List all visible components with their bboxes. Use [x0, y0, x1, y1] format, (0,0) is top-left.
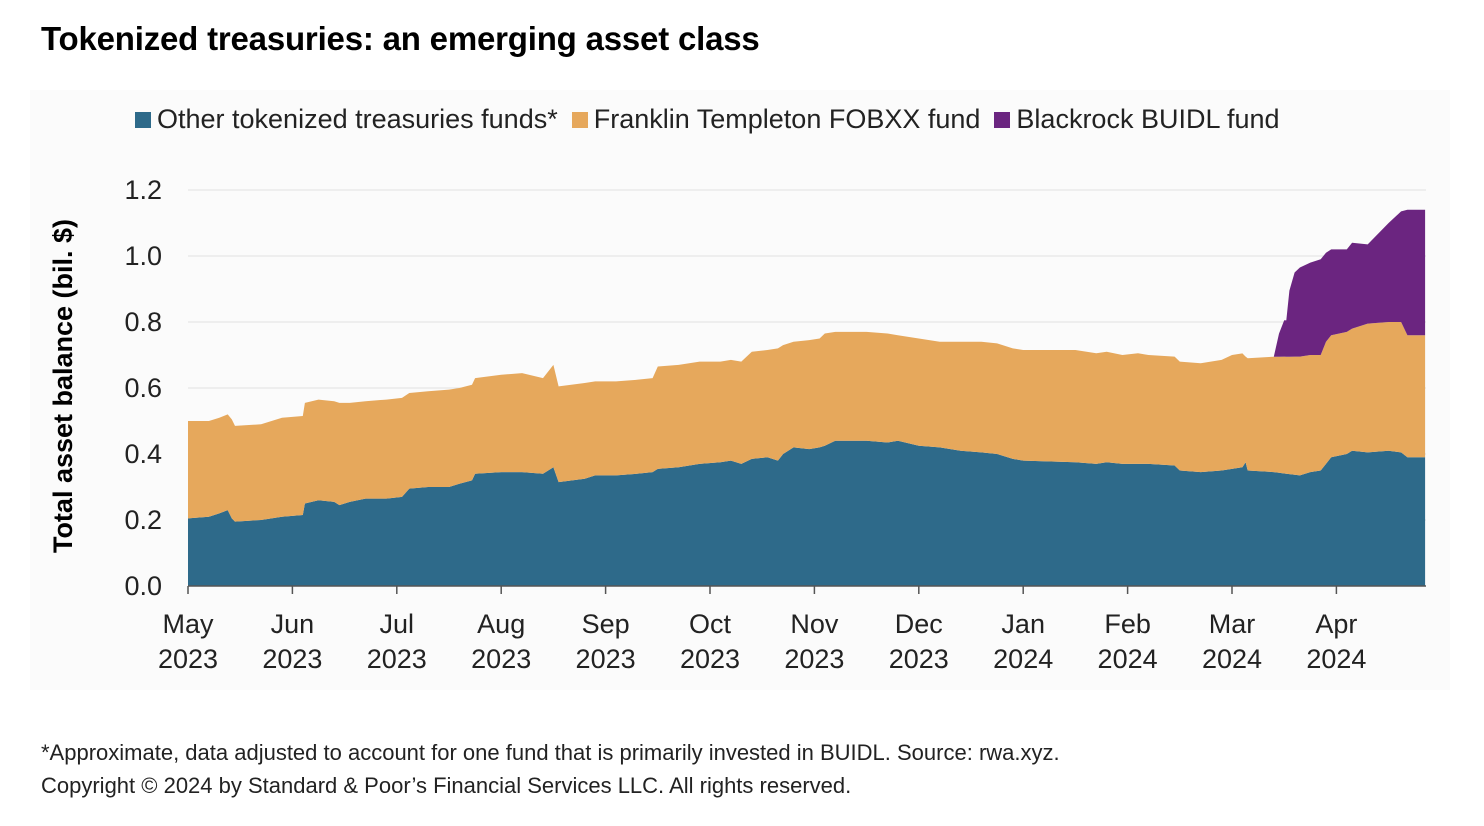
x-tick-year: 2023: [471, 644, 531, 674]
x-tick-label: Mar 2024: [1202, 609, 1262, 674]
x-tick-year: 2023: [576, 644, 636, 674]
footnote-copyright: Copyright © 2024 by Standard & Poor’s Fi…: [41, 773, 852, 798]
stacked-area-chart: 0.0 0.2 0.4 0.6 0.8 1.0 1.2 May 2023 Jun 2023 Jul 20…: [48, 175, 1426, 674]
y-tick-label: 1.0: [124, 241, 162, 271]
x-tick-label: May 2023: [158, 609, 218, 674]
x-tick-label: Nov 2023: [784, 609, 844, 674]
x-tick-month: Jan: [1001, 609, 1045, 639]
x-tick-month: Feb: [1104, 609, 1151, 639]
y-tick-label: 0.6: [124, 373, 162, 403]
x-tick-month: Jun: [271, 609, 315, 639]
x-tick-month: Sep: [582, 609, 630, 639]
x-tick-label: Jun 2023: [262, 609, 322, 674]
x-tick-year: 2024: [993, 644, 1053, 674]
x-tick-label: Feb 2024: [1098, 609, 1158, 674]
x-tick-month: Nov: [790, 609, 839, 639]
x-tick-year: 2024: [1202, 644, 1262, 674]
x-tick-year: 2024: [1098, 644, 1158, 674]
x-tick-month: Apr: [1315, 609, 1357, 639]
x-tick-year: 2023: [680, 644, 740, 674]
x-tick-month: May: [162, 609, 214, 639]
x-tick-year: 2023: [158, 644, 218, 674]
x-tick-label: Jul 2023: [367, 609, 427, 674]
legend-swatch-other: [135, 111, 151, 128]
x-tick-month: Dec: [895, 609, 943, 639]
x-tick-year: 2023: [889, 644, 949, 674]
x-tick-label: Oct 2023: [680, 609, 740, 674]
legend-label-other: Other tokenized treasuries funds*: [157, 104, 558, 134]
x-tick-month: Aug: [477, 609, 525, 639]
x-tick-month: Oct: [689, 609, 732, 639]
x-tick-year: 2023: [784, 644, 844, 674]
area-blackrock-buidl: [1247, 209, 1426, 359]
axes: 0.0 0.2 0.4 0.6 0.8 1.0 1.2 May 2023 Jun 2023 Jul 20…: [124, 175, 1426, 674]
legend-label-blackrock: Blackrock BUIDL fund: [1016, 104, 1280, 134]
y-tick-label: 0.8: [124, 307, 162, 337]
y-axis-label: Total asset balance (bil. $): [48, 219, 78, 553]
x-tick-label: Jan 2024: [993, 609, 1053, 674]
legend-item-franklin: Franklin Templeton FOBXX fund: [571, 104, 981, 135]
x-tick-month: Jul: [380, 609, 415, 639]
legend-item-other: Other tokenized treasuries funds*: [135, 104, 558, 135]
y-tick-label: 0.4: [124, 439, 162, 469]
chart-title: Tokenized treasuries: an emerging asset …: [41, 20, 760, 57]
y-tick-label: 0.0: [124, 571, 162, 601]
legend: Other tokenized treasuries funds* Frankl…: [135, 104, 1294, 135]
x-tick-label: Aug 2023: [471, 609, 531, 674]
footnote: *Approximate, data adjusted to account f…: [41, 736, 1060, 802]
x-tick-year: 2024: [1306, 644, 1366, 674]
x-tick-month: Mar: [1209, 609, 1256, 639]
x-tick-year: 2023: [367, 644, 427, 674]
legend-label-franklin: Franklin Templeton FOBXX fund: [593, 104, 981, 134]
x-tick-label: Dec 2023: [889, 609, 949, 674]
footnote-line-1: *Approximate, data adjusted to account f…: [41, 740, 1060, 765]
y-tick-label: 1.2: [124, 175, 162, 205]
area-other-funds: [188, 440, 1426, 586]
x-tick-label: Sep 2023: [576, 609, 636, 674]
area-franklin-templeton: [188, 322, 1426, 522]
legend-item-blackrock: Blackrock BUIDL fund: [994, 104, 1280, 135]
legend-swatch-blackrock: [994, 111, 1011, 128]
x-tick-year: 2023: [262, 644, 322, 674]
y-tick-label: 0.2: [124, 505, 162, 535]
x-tick-label: Apr 2024: [1306, 609, 1366, 674]
area-series: [188, 209, 1426, 586]
legend-swatch-franklin: [571, 111, 588, 128]
